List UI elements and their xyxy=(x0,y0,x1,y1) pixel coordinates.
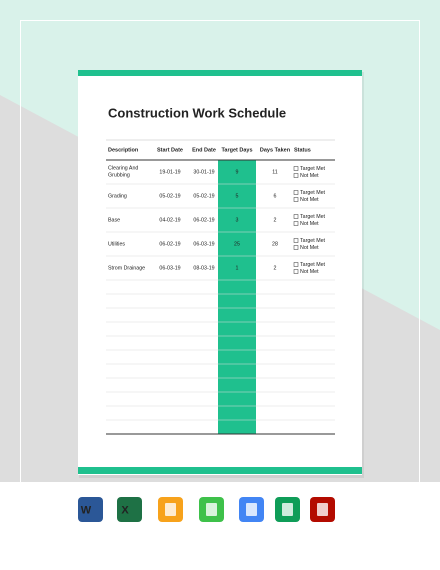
top-bar xyxy=(78,70,362,76)
status-option: Target Met xyxy=(300,214,326,220)
column-header: Description xyxy=(108,147,139,153)
checkbox xyxy=(293,166,299,171)
app-icon-glyph xyxy=(317,503,328,516)
app-icon-glyph xyxy=(246,503,257,516)
checkbox xyxy=(293,245,299,250)
cell-text: 9 xyxy=(236,169,239,175)
cell-text: 30-01-19 xyxy=(193,169,214,175)
status-option: Target Met xyxy=(300,190,326,196)
cell-text: 2 xyxy=(274,265,277,271)
cell-text: 1 xyxy=(236,265,239,271)
checkbox xyxy=(293,173,299,178)
cell-text: Utilities xyxy=(108,241,125,247)
checkbox xyxy=(293,262,299,267)
target-column xyxy=(218,160,256,434)
cell-text: Base xyxy=(108,217,120,223)
checkbox xyxy=(293,214,299,219)
status-option: Target Met xyxy=(300,262,326,268)
cell-text: 04-02-19 xyxy=(159,217,180,223)
cell-text: 25 xyxy=(234,241,240,247)
cell-text: 08-03-19 xyxy=(193,265,214,271)
status-option: Target Met xyxy=(300,238,326,244)
cell-text: 2 xyxy=(274,217,277,223)
checkbox xyxy=(293,221,299,226)
status-option: Not Met xyxy=(300,221,319,227)
status-option: Target Met xyxy=(300,166,326,172)
status-option: Not Met xyxy=(300,173,319,179)
cell-text: 28 xyxy=(272,241,278,247)
app-icon xyxy=(78,497,103,522)
status-option: Not Met xyxy=(300,197,319,203)
frame xyxy=(20,20,420,561)
column-header: Status xyxy=(294,147,311,153)
status-option: Not Met xyxy=(300,269,319,275)
cell-text: Strom Drainage xyxy=(108,265,145,271)
cell-text: 3 xyxy=(236,217,239,223)
checkbox xyxy=(293,197,299,202)
cell-text: 11 xyxy=(272,169,278,175)
checkbox xyxy=(293,269,299,274)
table: Description Start Date End Date Target Days… xyxy=(106,139,335,435)
cell-text: 05-02-19 xyxy=(193,193,214,199)
cell-text: Clearing And Grubbing xyxy=(108,166,138,179)
app-icon-glyph xyxy=(206,503,217,516)
status-option: Not Met xyxy=(300,245,319,251)
cell-text: Grading xyxy=(108,193,127,199)
cell-text: 5 xyxy=(236,193,239,199)
app-icon-letter: X xyxy=(121,504,129,516)
app-icon xyxy=(117,497,142,522)
cell-text: 06-03-19 xyxy=(159,265,180,271)
app-icon-letter: W xyxy=(81,504,92,516)
cell-text: 19-01-19 xyxy=(159,169,180,175)
cell-text: 06-02-19 xyxy=(193,217,214,223)
bottom-bar xyxy=(78,467,362,474)
app-icon-glyph xyxy=(282,503,293,516)
cell-text: 6 xyxy=(274,193,277,199)
column-header: End Date xyxy=(192,147,216,153)
cell-text: 06-03-19 xyxy=(193,241,214,247)
column-header: Target Days xyxy=(221,147,252,153)
checkbox xyxy=(293,190,299,195)
cell-text: 06-02-19 xyxy=(159,241,180,247)
column-header: Days Taken xyxy=(260,147,291,153)
checkbox xyxy=(293,238,299,243)
document-title: Construction Work Schedule xyxy=(108,105,286,120)
column-header: Start Date xyxy=(157,147,183,153)
cell-text: 05-02-19 xyxy=(159,193,180,199)
app-icon-glyph xyxy=(165,503,176,516)
